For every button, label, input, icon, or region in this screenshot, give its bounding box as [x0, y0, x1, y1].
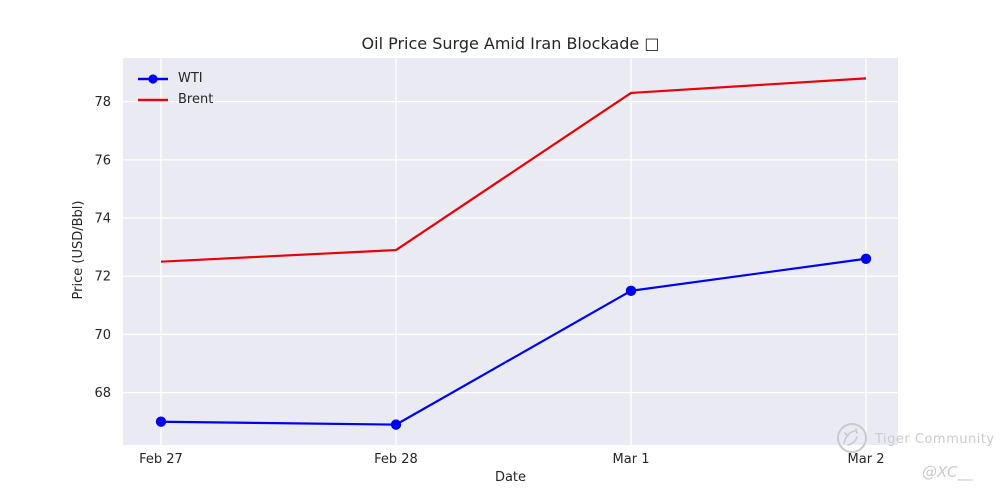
legend-label-wti: WTI: [178, 71, 203, 86]
data-point-wti: [155, 416, 167, 427]
data-point-wti: [860, 253, 872, 264]
series-line-brent: [160, 77, 867, 263]
y-tick-label: 72: [94, 270, 111, 285]
legend-line-sample-brent: [138, 98, 168, 101]
legend-item-brent: Brent: [137, 89, 213, 110]
y-tick-label: 68: [94, 386, 111, 401]
x-tick-label: Mar 1: [613, 452, 650, 467]
watermark-handle: @XC__: [922, 463, 973, 481]
tiger-logo-icon: [834, 419, 870, 459]
x-tick-label: Mar 2: [848, 452, 885, 467]
y-axis-label: Price (USD/Bbl): [71, 200, 86, 300]
plot-background: [123, 58, 898, 445]
legend: WTI Brent: [137, 68, 213, 110]
x-tick-label: Feb 27: [139, 452, 183, 467]
x-axis-label: Date: [494, 470, 527, 485]
y-tick-label: 78: [94, 95, 111, 110]
chart-title: Oil Price Surge Amid Iran Blockade □: [361, 34, 660, 53]
y-tick-label: 70: [94, 328, 111, 343]
watermark-brand: Tiger Community: [875, 431, 995, 447]
x-tick-label: Feb 28: [374, 452, 418, 467]
data-point-wti: [625, 285, 637, 296]
data-point-wti: [390, 419, 402, 430]
legend-label-brent: Brent: [178, 92, 214, 107]
series-line-wti: [160, 257, 867, 426]
legend-item-wti: WTI: [137, 68, 213, 89]
legend-line-sample-wti: [138, 73, 168, 84]
y-tick-label: 76: [94, 153, 111, 168]
y-tick-label: 74: [94, 212, 111, 227]
watermark: Tiger Community @XC__: [834, 419, 1000, 481]
